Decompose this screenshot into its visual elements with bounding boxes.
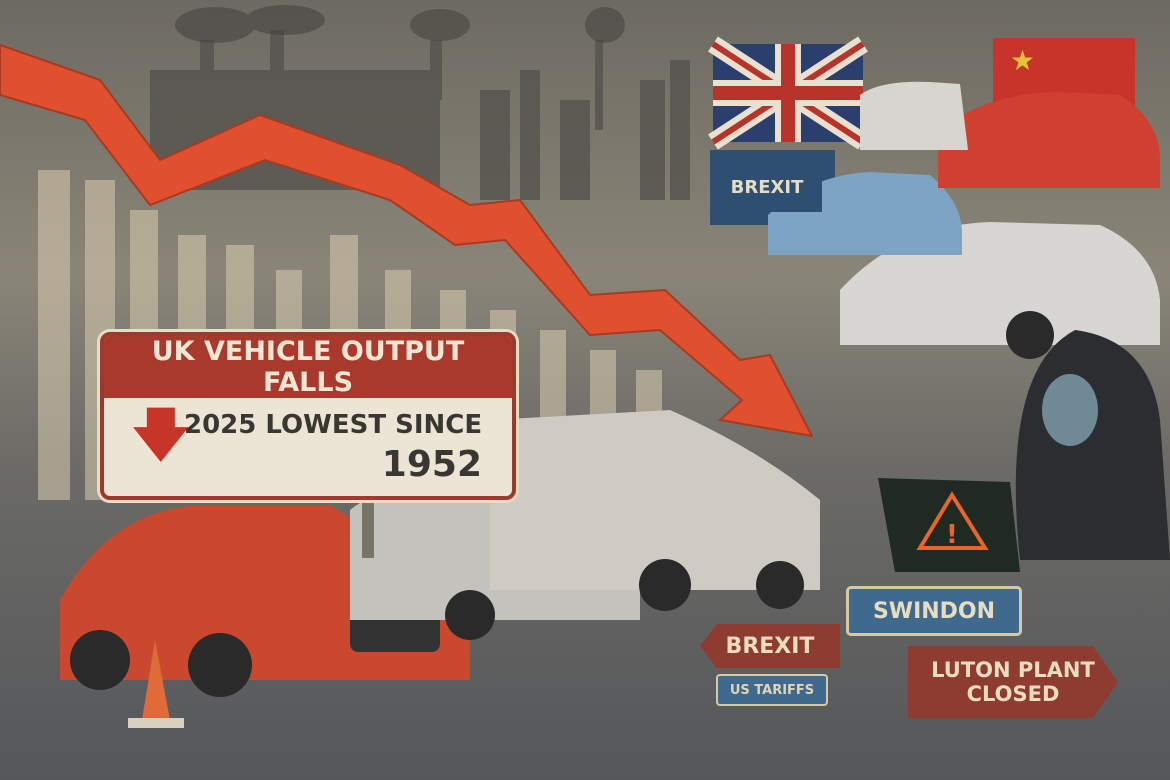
factory-skyline bbox=[150, 30, 690, 200]
headline-sign: UK VEHICLE OUTPUT FALLS 🡇 2025 LOWEST SI… bbox=[100, 332, 516, 500]
laptop-warning-icon: ! bbox=[878, 478, 1020, 572]
traffic-cone-icon bbox=[128, 640, 184, 728]
car-white-mpv bbox=[860, 81, 968, 150]
smoke bbox=[175, 5, 625, 43]
uk-flag-icon bbox=[708, 36, 868, 150]
car-red-ev bbox=[938, 92, 1160, 188]
van-white bbox=[490, 410, 820, 611]
brexit-flag-sign: BREXIT bbox=[712, 162, 822, 212]
us-tariffs-sign: US TARIFFS bbox=[716, 674, 828, 706]
brexit-road-sign: BREXIT bbox=[700, 624, 840, 668]
down-arrow-icon: 🡇 bbox=[132, 403, 190, 468]
sign-post bbox=[362, 488, 374, 558]
svg-text:!: ! bbox=[946, 520, 958, 550]
headline-title: UK VEHICLE OUTPUT FALLS bbox=[104, 336, 512, 398]
luton-plant-sign: LUTON PLANT CLOSED bbox=[908, 646, 1118, 718]
swindon-sign: SWINDON bbox=[846, 586, 1022, 636]
svg-text:★: ★ bbox=[1010, 44, 1035, 77]
hooded-hacker bbox=[1015, 330, 1170, 560]
trend-down-arrow bbox=[0, 43, 814, 438]
headline-line2: 1952 bbox=[381, 444, 482, 485]
headline-line1: 2025 LOWEST SINCE bbox=[184, 410, 483, 440]
